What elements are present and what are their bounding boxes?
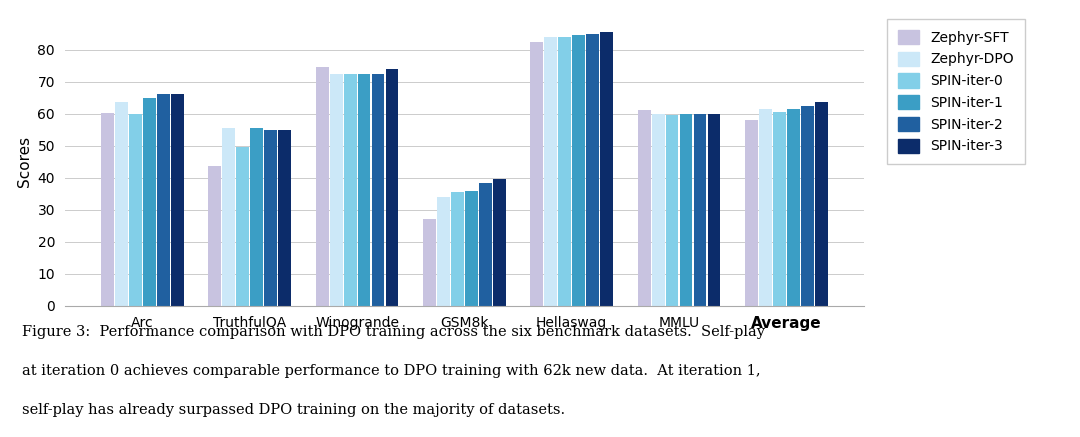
Bar	[386, 69, 399, 306]
Bar	[237, 147, 249, 306]
Bar	[814, 102, 827, 306]
Bar	[129, 114, 141, 306]
Bar	[357, 73, 370, 306]
Bar	[222, 128, 235, 306]
Bar	[143, 97, 156, 306]
Bar	[586, 34, 599, 306]
Bar	[102, 113, 114, 306]
Bar	[558, 37, 571, 306]
Bar	[679, 114, 692, 306]
Bar	[773, 112, 786, 306]
Bar	[265, 130, 278, 306]
Bar	[171, 94, 184, 306]
Bar	[329, 73, 342, 306]
Bar	[451, 192, 463, 306]
Bar	[343, 73, 356, 306]
Bar	[116, 102, 127, 306]
Y-axis label: Scores: Scores	[17, 136, 32, 187]
Bar	[745, 120, 758, 306]
Bar	[492, 179, 505, 306]
Bar	[801, 106, 813, 306]
Bar	[665, 115, 678, 306]
Bar	[465, 191, 477, 306]
Bar	[372, 73, 384, 306]
Bar	[600, 32, 613, 306]
Bar	[638, 111, 650, 306]
Bar	[693, 114, 706, 306]
Bar	[423, 219, 436, 306]
Text: Figure 3:  Performance comparison with DPO training across the six benchmark dat: Figure 3: Performance comparison with DP…	[22, 325, 765, 339]
Bar	[759, 109, 772, 306]
Bar	[707, 114, 720, 306]
Bar	[651, 114, 664, 306]
Bar	[315, 67, 328, 306]
Bar	[572, 35, 585, 306]
Bar	[478, 183, 491, 306]
Legend: Zephyr-SFT, Zephyr-DPO, SPIN-iter-0, SPIN-iter-1, SPIN-iter-2, SPIN-iter-3: Zephyr-SFT, Zephyr-DPO, SPIN-iter-0, SPI…	[887, 19, 1025, 164]
Bar	[437, 197, 450, 306]
Bar	[279, 130, 291, 306]
Bar	[530, 42, 543, 306]
Bar	[251, 128, 264, 306]
Bar	[157, 94, 170, 306]
Bar	[544, 37, 557, 306]
Bar	[208, 166, 221, 306]
Text: at iteration 0 achieves comparable performance to DPO training with 62k new data: at iteration 0 achieves comparable perfo…	[22, 364, 760, 378]
Bar	[787, 109, 800, 306]
Text: self-play has already surpassed DPO training on the majority of datasets.: self-play has already surpassed DPO trai…	[22, 403, 565, 417]
